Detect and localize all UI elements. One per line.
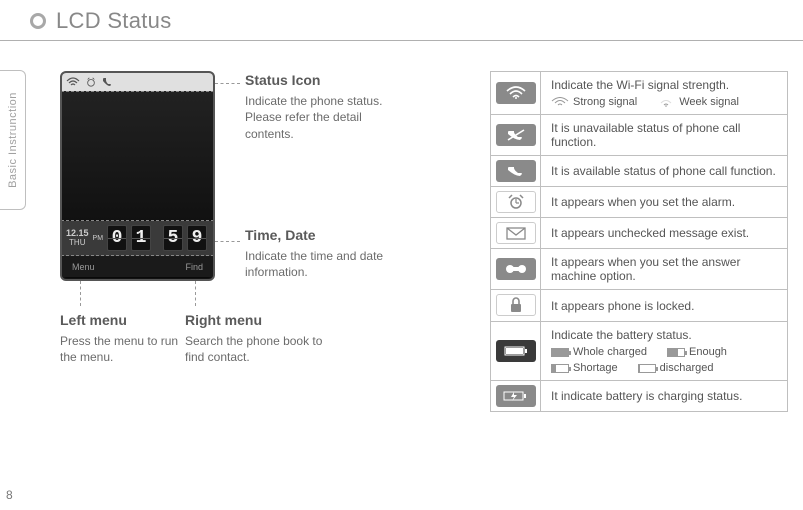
content: 12.15 THU PM 0 1 5 9 Menu Find Status Ic… [0,41,803,412]
row-description: It appears phone is locked. [541,290,788,322]
phone-ampm: PM [93,235,104,242]
softkey-left: Menu [72,262,95,272]
leader-line [215,241,240,242]
table-row: Indicate the battery status. Whole charg… [491,322,788,381]
table-row: It appears unchecked message exist. [491,218,788,249]
table-row: It indicate battery is charging status. [491,381,788,412]
table-row: It is unavailable status of phone call f… [491,115,788,156]
row-description: It is available status of phone call fun… [541,156,788,187]
msg-icon [491,218,541,249]
table-row: It appears when you set the answer machi… [491,249,788,290]
callout-status-icon: Status Icon Indicate the phone status. P… [245,71,395,143]
status-icon-table: Indicate the Wi-Fi signal strength. Stro… [490,71,788,412]
alarm-icon [491,187,541,218]
time-digit: 0 [107,225,127,251]
side-tab-label: Basic Instrunction [7,92,19,188]
softkey-right: Find [185,262,203,272]
row-description: Indicate the Wi-Fi signal strength. Stro… [541,72,788,115]
page-header: LCD Status [0,0,803,41]
charge-icon [491,381,541,412]
page-number: 8 [6,488,13,502]
callout-left-menu: Left menu Press the menu to run the menu… [60,311,180,366]
time-digit: 1 [131,225,151,251]
header-bullet-icon [30,13,46,29]
row-description: It appears unchecked message exist. [541,218,788,249]
phone-date: 12.15 THU [66,229,89,248]
row-description: It appears when you set the alarm. [541,187,788,218]
wifi-icon [491,72,541,115]
time-digit: 5 [163,225,183,251]
calloff-icon [491,115,541,156]
wifi-icon [66,77,80,87]
leader-line [195,281,196,306]
callon-icon [491,156,541,187]
side-tab: Basic Instrunction [0,70,26,210]
phone-illustration-area: 12.15 THU PM 0 1 5 9 Menu Find Status Ic… [60,71,420,412]
call-icon [102,77,112,87]
table-row: It is available status of phone call fun… [491,156,788,187]
table-row: It appears when you set the alarm. [491,187,788,218]
phone-wallpaper [62,91,213,221]
batt-icon [491,322,541,381]
leader-line [215,83,240,84]
table-row: It appears phone is locked. [491,290,788,322]
callout-time-date: Time, Date Indicate the time and date in… [245,226,395,281]
time-digit: 9 [187,225,207,251]
leader-line [80,281,81,306]
table-row: Indicate the Wi-Fi signal strength. Stro… [491,72,788,115]
row-description: It indicate battery is charging status. [541,381,788,412]
lock-icon [491,290,541,322]
alarm-icon [86,77,96,87]
answer-icon [491,249,541,290]
row-description: Indicate the battery status. Whole charg… [541,322,788,381]
row-description: It appears when you set the answer machi… [541,249,788,290]
row-description: It is unavailable status of phone call f… [541,115,788,156]
phone-softkeys: Menu Find [62,255,213,277]
page-title: LCD Status [56,8,172,34]
callout-right-menu: Right menu Search the phone book to find… [185,311,345,366]
phone-frame: 12.15 THU PM 0 1 5 9 Menu Find [60,71,215,281]
phone-status-bar [62,73,213,91]
phone-datetime: 12.15 THU PM 0 1 5 9 [62,221,213,255]
